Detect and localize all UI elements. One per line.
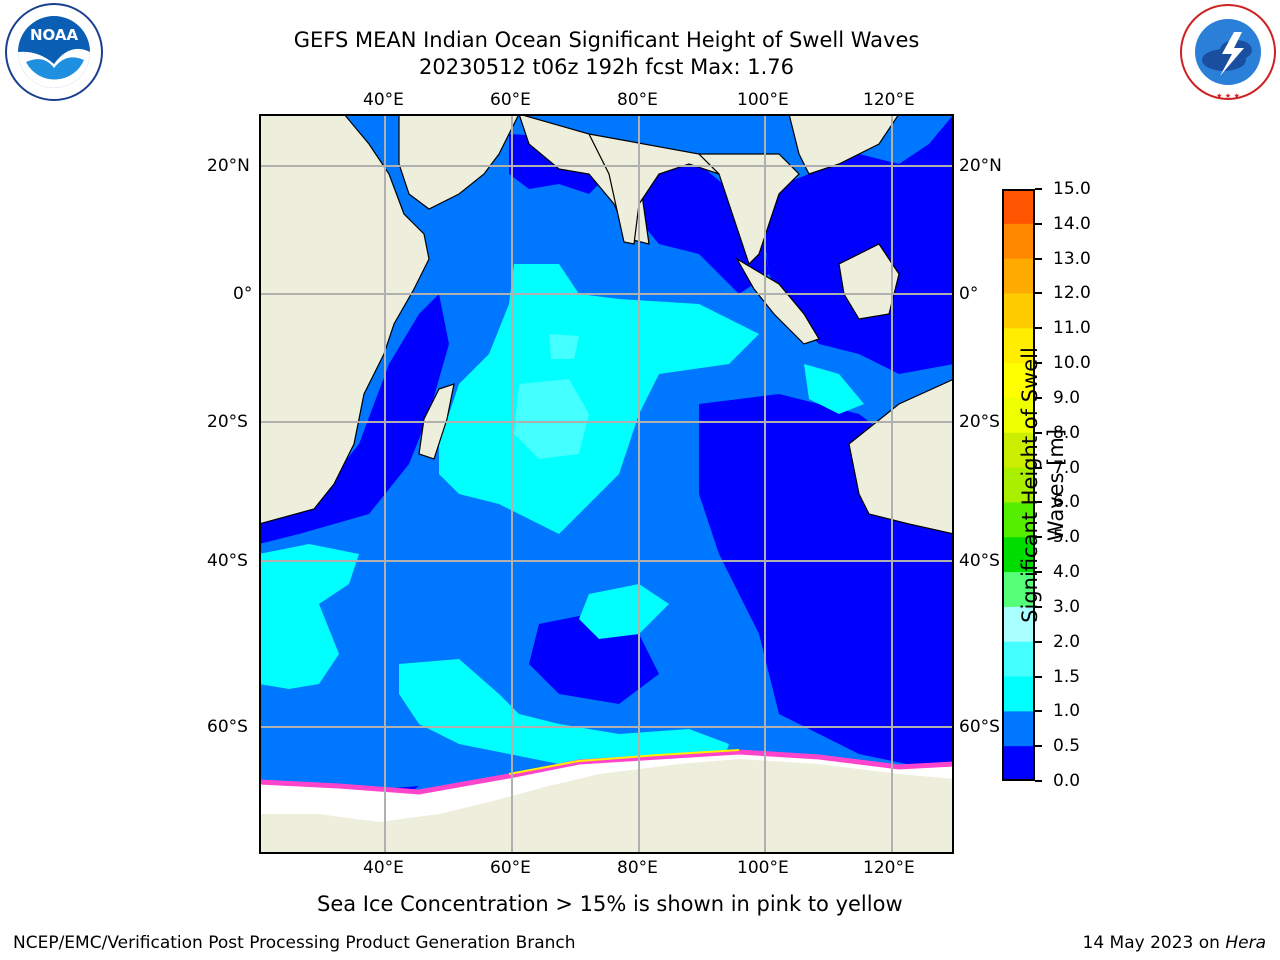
footer-date: 14 May 2023 on (1082, 933, 1226, 953)
colorbar-tick-mark (1035, 431, 1042, 434)
svg-text:★ ★ ★: ★ ★ ★ (1216, 92, 1240, 100)
colorbar-tick-mark (1035, 571, 1042, 574)
footer-right: 14 May 2023 on Hera (1083, 933, 1267, 953)
colorbar-tick-label: 2.0 (1053, 631, 1081, 652)
colorbar-tick-label: 6.0 (1053, 492, 1081, 513)
lon-tick-bottom: 40°E (363, 858, 404, 878)
colorbar-tick-label: 0.0 (1053, 771, 1081, 791)
colorbar-tick-mark (1035, 745, 1042, 748)
colorbar-segment (1002, 572, 1035, 608)
colorbar-tick-label: 9.0 (1053, 387, 1081, 408)
sea-ice-note: Sea Ice Concentration > 15% is shown in … (317, 892, 903, 916)
colorbar-tick-mark (1035, 675, 1042, 678)
colorbar-segment (1002, 223, 1035, 260)
colorbar-tick-mark (1035, 396, 1042, 399)
sea-ice-area (259, 752, 954, 822)
colorbar-tick-mark (1035, 605, 1042, 608)
sea-ice-edge (259, 749, 954, 795)
colorbar-segment (1002, 258, 1035, 294)
colorbar-tick-mark (1035, 188, 1042, 190)
footer-host: Hera (1225, 933, 1266, 953)
colorbar-tick-label: 5.0 (1053, 527, 1081, 548)
colorbar-label-line1: Significant Height of Swell (1018, 347, 1042, 623)
lon-tick-top: 60°E (490, 90, 531, 110)
colorbar-tick-label: 4.0 (1053, 562, 1081, 583)
lat-tick-right: 40°S (959, 551, 1000, 571)
lat-tick-left: 40°S (207, 551, 248, 571)
chart-title: GEFS MEAN Indian Ocean Significant Heigh… (293, 28, 920, 52)
lat-tick-left: 20°N (207, 156, 250, 176)
noaa-logo: NOAA (4, 2, 104, 102)
colorbar-segment (1002, 189, 1035, 225)
lat-tick-left: 20°S (207, 412, 248, 432)
colorbar-tick-label: 10.0 (1053, 353, 1091, 374)
lat-tick-right: 60°S (959, 717, 1000, 737)
lon-tick-bottom: 80°E (617, 858, 658, 878)
lon-tick-bottom: 60°E (490, 858, 531, 878)
colorbar-segment (1002, 711, 1035, 747)
colorbar-tick-label: 1.0 (1053, 701, 1081, 722)
colorbar-tick-mark (1035, 327, 1042, 330)
swell-1.5-2.0m-regions (514, 334, 589, 459)
colorbar-tick-mark (1035, 640, 1042, 643)
colorbar-segment (1002, 537, 1035, 573)
lat-tick-right: 20°N (959, 156, 1002, 176)
colorbar-tick-label: 11.0 (1053, 318, 1091, 339)
colorbar-tick-mark (1035, 780, 1042, 782)
colorbar-segment (1002, 641, 1035, 678)
noaa-logo-text: NOAA (30, 26, 79, 44)
colorbar-tick-label: 3.0 (1053, 596, 1081, 617)
colorbar-tick-label: 13.0 (1053, 248, 1091, 269)
colorbar-segment (1002, 606, 1035, 643)
colorbar-tick-label: 15.0 (1053, 179, 1091, 199)
colorbar-label-line2: Waves [m] (1044, 428, 1068, 542)
colorbar-tick-label: 7.0 (1053, 457, 1081, 478)
colorbar-tick-mark (1035, 362, 1042, 365)
lon-tick-top: 100°E (737, 90, 789, 110)
footer-left: NCEP/EMC/Verification Post Processing Pr… (13, 933, 576, 953)
colorbar-tick-mark (1035, 466, 1042, 469)
colorbar-tick-mark (1035, 710, 1042, 713)
colorbar-tick-label: 0.5 (1053, 736, 1081, 757)
lat-tick-right: 0° (959, 284, 979, 304)
colorbar-tick-label: 14.0 (1053, 213, 1091, 234)
colorbar-tick-mark (1035, 292, 1042, 295)
colorbar (1002, 189, 1035, 781)
lat-tick-right: 20°S (959, 412, 1000, 432)
colorbar-tick-mark (1035, 257, 1042, 260)
colorbar-segment (1002, 328, 1035, 364)
colorbar-segment (1002, 676, 1035, 712)
nws-logo: ★ ★ ★ (1178, 2, 1278, 102)
map-gridlines (259, 114, 954, 854)
colorbar-tick-mark (1035, 536, 1042, 539)
chart-subtitle: 20230512 t06z 192h fcst Max: 1.76 (419, 55, 794, 79)
colorbar-tick-label: 8.0 (1053, 422, 1081, 443)
lat-tick-left: 0° (233, 284, 253, 304)
colorbar-segment (1002, 746, 1035, 781)
colorbar-segment (1002, 432, 1035, 469)
colorbar-tick-mark (1035, 222, 1042, 225)
lon-tick-top: 80°E (617, 90, 658, 110)
colorbar-tick-label: 12.0 (1053, 283, 1091, 304)
colorbar-segment (1002, 293, 1035, 329)
colorbar-segment (1002, 397, 1035, 434)
colorbar-segment (1002, 502, 1035, 538)
swell-1.0-1.5m-regions (259, 264, 864, 774)
colorbar-tick-label: 1.5 (1053, 666, 1081, 687)
lon-tick-top: 40°E (363, 90, 404, 110)
lat-tick-left: 60°S (207, 717, 248, 737)
colorbar-tick-mark (1035, 501, 1042, 504)
map-panel (259, 114, 954, 854)
lon-tick-bottom: 120°E (863, 858, 915, 878)
lon-tick-top: 120°E (863, 90, 915, 110)
lon-tick-bottom: 100°E (737, 858, 789, 878)
colorbar-segment (1002, 363, 1035, 399)
colorbar-segment (1002, 467, 1035, 503)
